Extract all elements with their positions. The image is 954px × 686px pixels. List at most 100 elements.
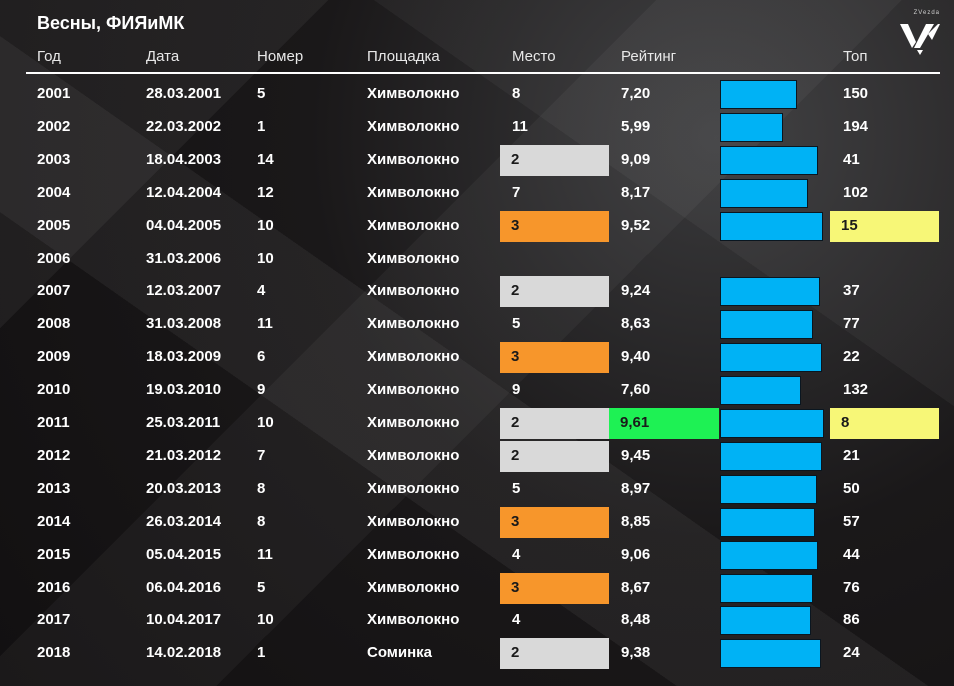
cell-date: 28.03.2001 [146,85,222,102]
cell-year: 2018 [37,644,71,662]
cell-number: 8 [257,479,266,497]
rating-bar [720,80,797,109]
cell-rating: 8,48 [621,611,651,629]
cell-venue: Химволокно [367,183,460,201]
place-badge: 2 [500,408,609,439]
cell-date: 12.03.2007 [146,282,222,300]
cell-date: 05.04.2015 [146,545,222,563]
cell-top: 194 [843,117,869,135]
place-badge: 3 [500,506,609,538]
table-row: 2003 18.04.2003 14 Химволокно 2 9,09 41 [0,144,954,176]
cell-venue: Химволокно [367,611,460,629]
rating-bar [720,376,802,406]
cell-number: 6 [257,348,266,366]
rating-bar [720,441,823,471]
header-venue: Площадка [367,48,440,65]
cell-venue: Химволокно [367,85,460,102]
cell-year: 2003 [37,150,71,168]
table-row: 2001 28.03.2001 5 Химволокно 8 7,20 150 [0,78,954,110]
cell-place: 9 [512,381,521,399]
cell-place: 3 [511,512,520,530]
table-row: 2014 26.03.2014 8 Химволокно 3 8,85 57 [0,506,954,538]
top-badge: 15 [830,210,939,242]
table-header: Год Дата Номер Площадка Место Рейтинг То… [0,46,954,70]
rating-bar [720,343,822,373]
cell-rating: 8,17 [621,183,651,201]
header-place: Место [512,48,556,65]
rating-bar [720,507,816,537]
table-row: 2018 14.02.2018 1 Соминка 2 9,38 24 [0,637,954,670]
cell-top: 22 [843,348,860,366]
cell-top: 50 [843,479,860,497]
cell-top: 24 [843,644,860,662]
cell-place: 2 [511,282,520,300]
cell-date: 31.03.2008 [146,315,222,333]
table-row: 2004 12.04.2004 12 Химволокно 7 8,17 102 [0,177,954,209]
cell-number: 10 [257,216,274,234]
cell-number: 7 [257,446,266,464]
cell-top: 15 [841,216,858,234]
cell-venue: Соминка [367,644,433,662]
table-row: 2009 18.03.2009 6 Химволокно 3 9,40 22 [0,341,954,374]
cell-year: 2014 [37,512,71,530]
cell-date: 26.03.2014 [146,512,222,530]
cell-place: 3 [511,348,520,366]
cell-place: 2 [511,414,520,431]
cell-top: 132 [843,381,869,399]
rating-bar [720,474,817,504]
cell-year: 2009 [37,348,71,366]
cell-year: 2010 [37,381,71,399]
cell-year: 2012 [37,446,71,464]
cell-rating: 9,45 [621,446,651,464]
rating-bar [720,540,818,570]
cell-year: 2013 [37,479,71,497]
cell-rating: 9,52 [621,216,651,234]
rating-bar [720,145,819,175]
cell-place: 5 [512,479,521,497]
cell-venue: Химволокно [367,446,460,464]
cell-venue: Химволокно [367,545,460,563]
rating-bar [720,606,812,636]
zvezda-logo-icon [900,24,940,55]
cell-rating: 7,60 [621,381,651,399]
header-year: Год [37,48,61,65]
cell-year: 2008 [37,315,71,333]
cell-rating: 8,97 [621,479,651,497]
table-row: 2007 12.03.2007 4 Химволокно 2 9,24 37 [0,275,954,308]
cell-venue: Химволокно [367,150,460,168]
cell-year: 2002 [37,117,71,135]
cell-top: 77 [843,315,860,333]
place-badge: 2 [500,440,609,472]
top-badge: 8 [830,408,939,439]
place-badge: 3 [500,210,609,242]
cell-top: 76 [843,578,860,596]
header-rating: Рейтинг [621,48,677,65]
place-badge: 3 [500,342,609,374]
table-row: 2016 06.04.2016 5 Химволокно 3 8,67 76 [0,572,954,604]
logo: ZVezda [898,10,942,56]
cell-venue: Химволокно [367,348,460,366]
header-number: Номер [257,48,304,65]
header-divider [26,72,940,74]
table-row: 2010 19.03.2010 9 Химволокно 9 7,60 132 [0,374,954,406]
cell-date: 21.03.2012 [146,446,222,464]
cell-number: 11 [257,545,273,563]
logo-text: ZVezda [913,10,940,16]
cell-place: 7 [512,183,521,201]
cell-number: 8 [257,512,266,530]
cell-date: 22.03.2002 [146,117,222,135]
cell-rating: 9,38 [621,644,651,662]
cell-top: 57 [843,512,860,530]
table-row: 2017 10.04.2017 10 Химволокно 4 8,48 86 [0,604,954,636]
cell-rating: 9,09 [621,150,651,168]
cell-date: 18.04.2003 [146,150,222,168]
cell-place: 5 [512,315,521,333]
cell-date: 20.03.2013 [146,479,222,497]
cell-year: 2006 [37,249,71,267]
cell-number: 1 [257,644,266,662]
cell-place: 3 [511,578,520,596]
cell-top: 41 [843,150,860,168]
cell-venue: Химволокно [367,315,460,333]
cell-top: 150 [843,85,869,102]
